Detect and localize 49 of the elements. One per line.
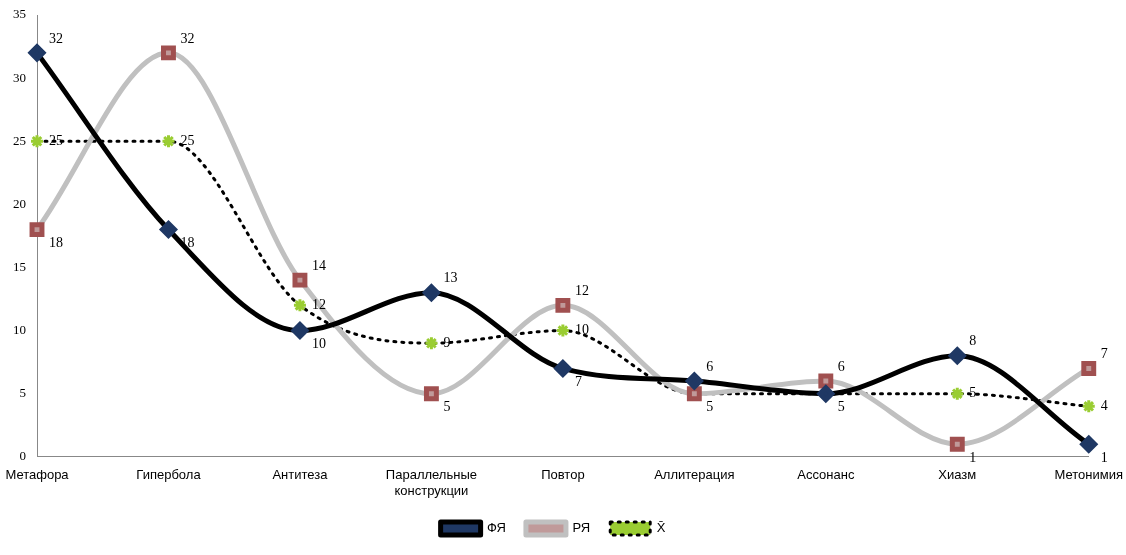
legend-label: РЯ bbox=[572, 520, 591, 536]
x-tick-label: Хиазм bbox=[938, 467, 977, 483]
data-label: 5 bbox=[706, 399, 714, 415]
data-label: 12 bbox=[574, 283, 589, 298]
point bbox=[818, 373, 834, 389]
y-tick-label: 25 bbox=[13, 132, 26, 148]
data-label: 32 bbox=[49, 30, 63, 46]
data-label: 32 bbox=[180, 30, 195, 46]
x-tick-label: Повтор bbox=[541, 467, 585, 483]
data-label: 7 bbox=[1100, 346, 1108, 362]
data-label: 1 bbox=[969, 449, 977, 465]
y-tick-label: 10 bbox=[13, 321, 26, 337]
y-tick-label: 15 bbox=[13, 258, 26, 274]
x-tick-label: Аллитерация bbox=[654, 467, 735, 483]
data-label: 12 bbox=[311, 297, 326, 312]
point bbox=[1081, 360, 1097, 376]
data-label: 5 bbox=[969, 385, 977, 401]
x-tick-label: Метонимия bbox=[1054, 467, 1123, 483]
data-label: 9 bbox=[443, 334, 451, 350]
point bbox=[161, 45, 176, 61]
legend-label: ФЯ bbox=[487, 520, 506, 536]
data-label: 5 bbox=[443, 399, 451, 415]
y-tick-label: 5 bbox=[19, 385, 26, 401]
data-label: 14 bbox=[311, 257, 326, 273]
data-label: 1 bbox=[1100, 449, 1108, 465]
point bbox=[292, 272, 308, 288]
data-label: 7 bbox=[574, 374, 582, 390]
point bbox=[423, 386, 439, 402]
x-tick-label: Параллельные конструкции bbox=[385, 467, 477, 498]
x-tick-label: Гипербола bbox=[136, 467, 202, 483]
data-label: 4 bbox=[1100, 397, 1108, 413]
data-label: 18 bbox=[49, 235, 63, 251]
point bbox=[949, 436, 965, 452]
point bbox=[555, 297, 571, 313]
x-tick-label: Ассонанс bbox=[797, 467, 855, 483]
y-tick-label: 0 bbox=[19, 448, 26, 464]
data-label: 6 bbox=[837, 358, 845, 374]
data-label: 13 bbox=[443, 270, 458, 286]
x-tick-label: Метафора bbox=[5, 467, 70, 483]
y-tick-label: 20 bbox=[13, 195, 26, 211]
point bbox=[29, 222, 45, 238]
legend-label: X̄ bbox=[656, 520, 666, 536]
x-tick-label: Антитеза bbox=[272, 467, 329, 483]
data-label: 10 bbox=[311, 336, 326, 352]
y-tick-label: 35 bbox=[13, 6, 26, 22]
data-label: 8 bbox=[969, 333, 977, 349]
data-label: 5 bbox=[837, 399, 845, 415]
data-label: 6 bbox=[706, 358, 714, 374]
y-tick-label: 30 bbox=[13, 69, 26, 85]
